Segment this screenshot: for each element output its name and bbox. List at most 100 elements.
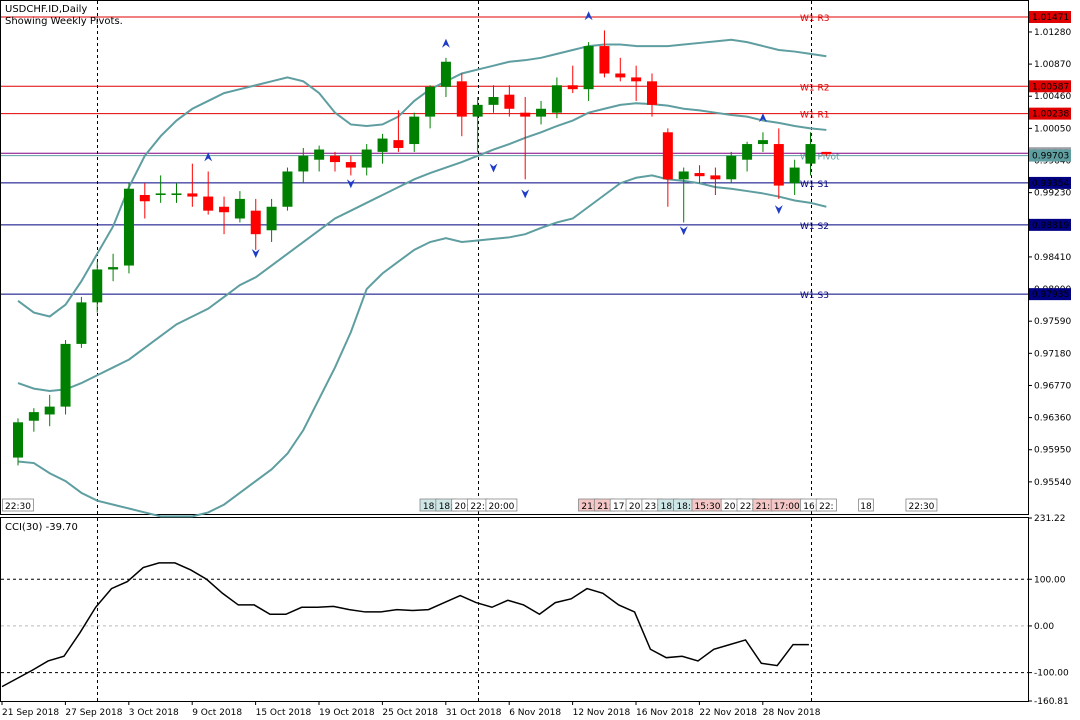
price-tick-label: 1.01280 [1034,28,1071,38]
candle-body [488,97,499,105]
candle-body [298,155,309,172]
price-tag-box [1029,218,1071,231]
candle-body [123,188,134,266]
price-tag-label: 0.99354 [1032,179,1069,189]
pivot-label: W1 S2 [800,222,829,232]
candle-body [266,206,277,231]
session-label: 22:30 [5,502,31,512]
session-label: 22: [740,502,754,512]
candle-body [330,155,340,163]
candle-body [631,77,642,82]
fractal-up-icon [758,113,767,123]
bollinger-middle-line [17,102,827,392]
cci-line [1,562,809,688]
candle-body [599,46,610,74]
session-label: 20: [724,502,738,512]
period-separators [97,1,812,701]
price-tag-box [1029,10,1071,23]
session-label: 18: [661,502,675,512]
price-tick-label: 0.96360 [1034,414,1071,424]
candle-body [139,194,150,202]
cci-tick-label: 231.22 [1034,514,1066,524]
candle-body [76,302,87,344]
candle-body [456,81,467,117]
candlesticks [13,30,832,466]
price-tag-label: 0.98819 [1032,221,1069,231]
price-tag-label: 0.99703 [1032,152,1069,162]
session-label: 15:30 [695,502,721,512]
session-tag [485,498,518,512]
time-tick-label: 21 Sep 2018 [2,708,59,718]
fractals [204,11,783,258]
fractal-up-icon [584,11,593,21]
candle-body [520,112,531,117]
time-tick-label: 19 Oct 2018 [319,708,375,718]
candle-body [472,104,483,117]
price-tag-box [1029,288,1071,301]
candle-body [440,61,451,87]
candle-body [203,196,214,211]
session-label: 17:00 [774,502,800,512]
fractal-down-icon [521,189,530,199]
session-label: 18: [676,502,690,512]
candle-body [742,144,753,160]
candle-body [219,206,230,213]
candle-body [821,151,832,155]
candle-body [504,94,515,109]
chart-subtitle: Showing Weekly Pivots. [5,16,123,27]
price-tick-label: 0.95950 [1034,446,1071,456]
candle-body [773,144,784,186]
time-tick-label: 25 Oct 2018 [382,708,438,718]
price-tag-box [1029,149,1071,162]
price-tag-box [1029,80,1071,93]
time-tick-label: 28 Nov 2018 [763,708,821,718]
bollinger-upper-line [17,38,827,318]
session-label: 21: [581,502,595,512]
session-label: 21: [756,502,770,512]
time-tick-label: 22 Nov 2018 [699,708,757,718]
candle-body [757,140,768,145]
session-tag [858,498,874,512]
time-tick-label: 27 Sep 2018 [65,708,122,718]
candle-body [282,171,293,207]
session-label: 18 [860,502,872,512]
session-label: 23: [645,502,659,512]
candle-body [409,116,420,145]
session-labels: 22:30 18: 18: 20: 22: 20:00 21: 21: 17: 20: 23: 18:… [2,498,938,512]
candle-body [726,155,737,180]
price-tick-label: 0.96770 [1034,381,1071,391]
cci-panel [0,517,1029,702]
fractal-down-icon [489,163,498,173]
time-tick-label: 16 Nov 2018 [636,708,694,718]
candle-body [551,85,562,113]
candle-body [345,162,356,168]
candle-body [615,73,626,78]
session-label: 20: [629,502,643,512]
candle-body [108,267,119,270]
candle-body [393,140,404,148]
candle-body [13,422,23,458]
candle-body [314,149,325,160]
pivot-label: W1 S1 [800,180,829,190]
price-tick-label: 0.97180 [1034,349,1071,359]
session-tag [815,498,837,512]
price-tag-box [1029,107,1071,120]
candle-body [567,85,578,90]
time-tick-label: 6 Nov 2018 [509,708,561,718]
cci-title: CCI(30) -39.70 [5,522,78,533]
candle-body [60,343,71,407]
pivot-label: W1 S3 [800,291,829,301]
time-tick-label: 15 Oct 2018 [256,708,312,718]
fractal-down-icon [679,226,688,236]
candle-body [155,193,166,195]
price-tag-label: 1.00587 [1032,82,1069,92]
session-label: 22: [470,502,484,512]
cci-tick-label: 100.00 [1034,575,1066,585]
candle-body [377,138,388,152]
price-tick-label: 1.00050 [1034,124,1071,134]
session-tag [2,498,34,512]
price-tick-label: 1.00870 [1034,60,1071,70]
session-label: 21: [597,502,611,512]
time-tick-label: 9 Oct 2018 [192,708,242,718]
